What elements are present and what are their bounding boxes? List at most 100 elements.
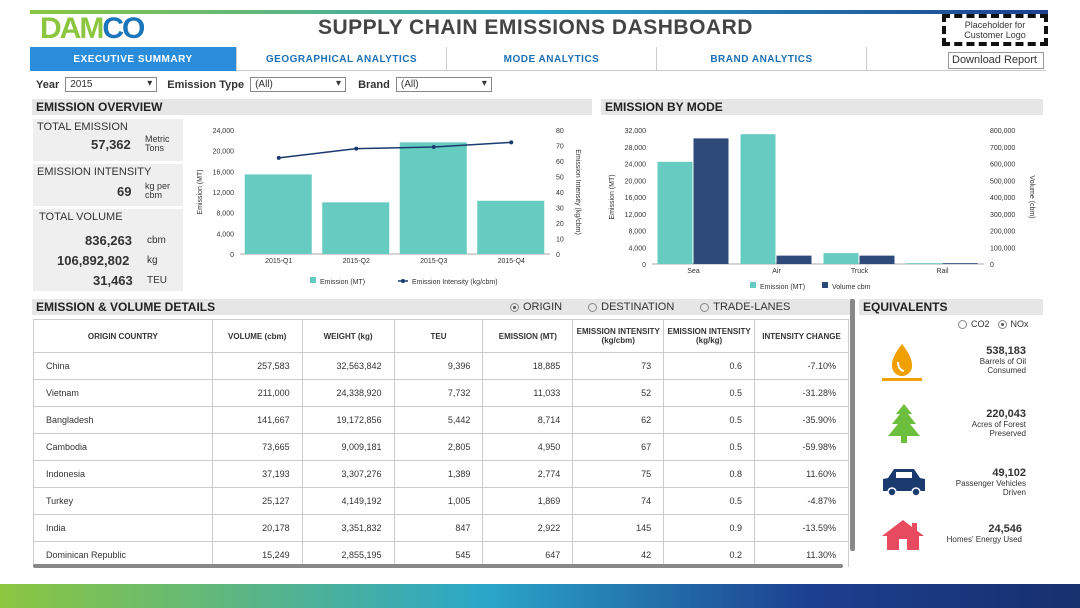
equiv-vehicles-value: 49,102 [992,467,1026,479]
y2-tick-label: 600,000 [990,162,1015,169]
table-cell: Dominican Republic [33,541,213,567]
year-label: Year [36,78,60,91]
total-emission-card: TOTAL EMISSION 57,362 Metric Tons [33,119,183,161]
table-row[interactable]: Vietnam 211,000 24,338,920 7,732 11,033 52 0.5… [33,379,849,407]
y2-tick-label: 30 [556,206,564,213]
y-tick-label: 16,000 [213,169,235,176]
table-cell: 74 [572,487,665,515]
col-origin-country[interactable]: ORIGIN COUNTRY [33,319,213,353]
table-cell: 1,389 [393,460,484,488]
brand-select[interactable]: (All) [395,77,492,92]
y-tick-label: 20,000 [625,178,647,185]
table-cell: 141,667 [211,406,303,434]
bar [399,142,467,254]
y-tick-label: 8,000 [628,229,646,236]
y-tick-label: 0 [230,252,234,259]
total-emission-unit: Metric Tons [145,134,170,153]
emission-type-select[interactable]: (All) [250,77,347,92]
table-cell: 847 [393,514,484,542]
bar [906,263,942,264]
y2-tick-label: 300,000 [990,212,1015,219]
table-cell: 0.8 [663,460,756,488]
line-point [354,146,359,151]
emission-intensity-card: EMISSION INTENSITY 69 kg per cbm [33,164,183,206]
emission-intensity-value: 69 [117,184,132,199]
y-tick-label: 24,000 [213,128,235,135]
table-cell: 1,869 [482,487,574,515]
legend-label: Emission (MT) [320,279,365,286]
table-row[interactable]: Dominican Republic 15,249 2,855,195 545 647 4… [33,541,849,567]
y2-tick-label: 40 [556,190,564,197]
table-cell: 2,922 [482,514,574,542]
table-row[interactable]: Turkey 25,127 4,149,192 1,005 1,869 74 0.5 -4.8… [33,487,849,515]
y-tick-label: 20,000 [213,149,235,156]
table-row[interactable]: Bangladesh 141,667 19,172,856 5,442 8,714 62 0… [33,406,849,434]
table-cell: 2,855,195 [301,541,395,567]
col-emission[interactable]: EMISSION (MT) [482,319,574,353]
y-tick-label: 8,000 [216,211,234,218]
y2-tick-label: 400,000 [990,195,1015,202]
table-cell: 8,714 [482,406,574,434]
table-cell: 11,033 [482,379,574,407]
col-teu[interactable]: TEU [393,319,484,353]
table-row[interactable]: Indonesia 37,193 3,307,276 1,389 2,774 75 0.8 1… [33,460,849,488]
table-cell: Vietnam [33,379,213,407]
table-cell: 73,665 [211,433,303,461]
year-select[interactable]: 2015 [65,77,158,92]
equiv-vehicles-label: Passenger Vehicles Driven [955,479,1026,497]
table-cell: 9,009,181 [301,433,395,461]
tab-executive-summary[interactable]: EXECUTIVE SUMMARY [30,47,237,71]
details-table-body: China 257,583 32,563,842 9,396 18,885 73 0.6 -7… [33,352,849,567]
radio-trade-lanes[interactable]: TRADE-LANES [700,301,790,313]
y-tick-label: 16,000 [625,195,647,202]
legend-swatch [310,277,316,283]
details-horizontal-scrollbar[interactable] [33,564,843,568]
tab-geographical-analytics[interactable]: GEOGRAPHICAL ANALYTICS [237,47,447,71]
damco-logo: DAMCO [40,12,145,45]
col-volume[interactable]: VOLUME (cbm) [211,319,303,353]
table-cell: Indonesia [33,460,213,488]
table-cell: 24,338,920 [301,379,395,407]
radio-destination[interactable]: DESTINATION [588,301,674,313]
tab-mode-analytics[interactable]: MODE ANALYTICS [447,47,657,71]
col-intensity-kg[interactable]: EMISSION INTENSITY (kg/kg) [663,319,756,353]
table-cell: 145 [572,514,665,542]
legend-swatch-point [401,279,405,283]
radio-co2[interactable]: CO2 [958,319,990,329]
table-cell: 37,193 [211,460,303,488]
details-vertical-scrollbar[interactable] [850,299,855,551]
total-emission-value: 57,362 [91,137,131,152]
total-volume-cbm: 836,263 [85,233,132,248]
y2-tick-label: 0 [556,252,560,259]
customer-logo-placeholder: Placeholder for Customer Logo [942,14,1048,46]
table-cell: 2,774 [482,460,574,488]
x-tick-label: 2015-Q1 [265,258,292,265]
table-row[interactable]: India 20,178 3,351,832 847 2,922 145 0.9 -13.59… [33,514,849,542]
y-tick-label: 28,000 [625,145,647,152]
col-intensity-change[interactable]: INTENSITY CHANGE [754,319,849,353]
total-volume-kg: 106,892,802 [57,253,130,268]
legend-swatch [750,282,756,288]
radio-origin[interactable]: ORIGIN [510,301,562,313]
col-intensity-cbm[interactable]: EMISSION INTENSITY (kg/cbm) [572,319,665,353]
y-axis-label: Emission (MT) [197,169,204,214]
table-cell: -4.87% [754,487,849,515]
table-cell: 1,005 [393,487,484,515]
table-cell: -59.98% [754,433,849,461]
table-row[interactable]: Cambodia 73,665 9,009,181 2,805 4,950 67 0.5 -5… [33,433,849,461]
download-report-button[interactable]: Download Report [948,52,1044,69]
col-weight[interactable]: WEIGHT (kg) [301,319,395,353]
table-cell: 67 [572,433,665,461]
table-row[interactable]: China 257,583 32,563,842 9,396 18,885 73 0.6 -7… [33,352,849,380]
radio-trade-lanes-dot [700,302,710,312]
emission-by-mode-chart: 0 4,000 8,000 12,000 16,000 20,000 24,000 28,00… [609,128,1035,291]
radio-destination-dot [588,302,598,312]
y2-tick-label: 60 [556,159,564,166]
table-cell: 3,351,832 [301,514,395,542]
table-cell: -13.59% [754,514,849,542]
bar [859,255,895,264]
tab-brand-analytics[interactable]: BRAND ANALYTICS [657,47,867,71]
radio-nox[interactable]: NOx [997,319,1029,329]
bar [693,138,729,264]
y-tick-label: 24,000 [625,162,647,169]
